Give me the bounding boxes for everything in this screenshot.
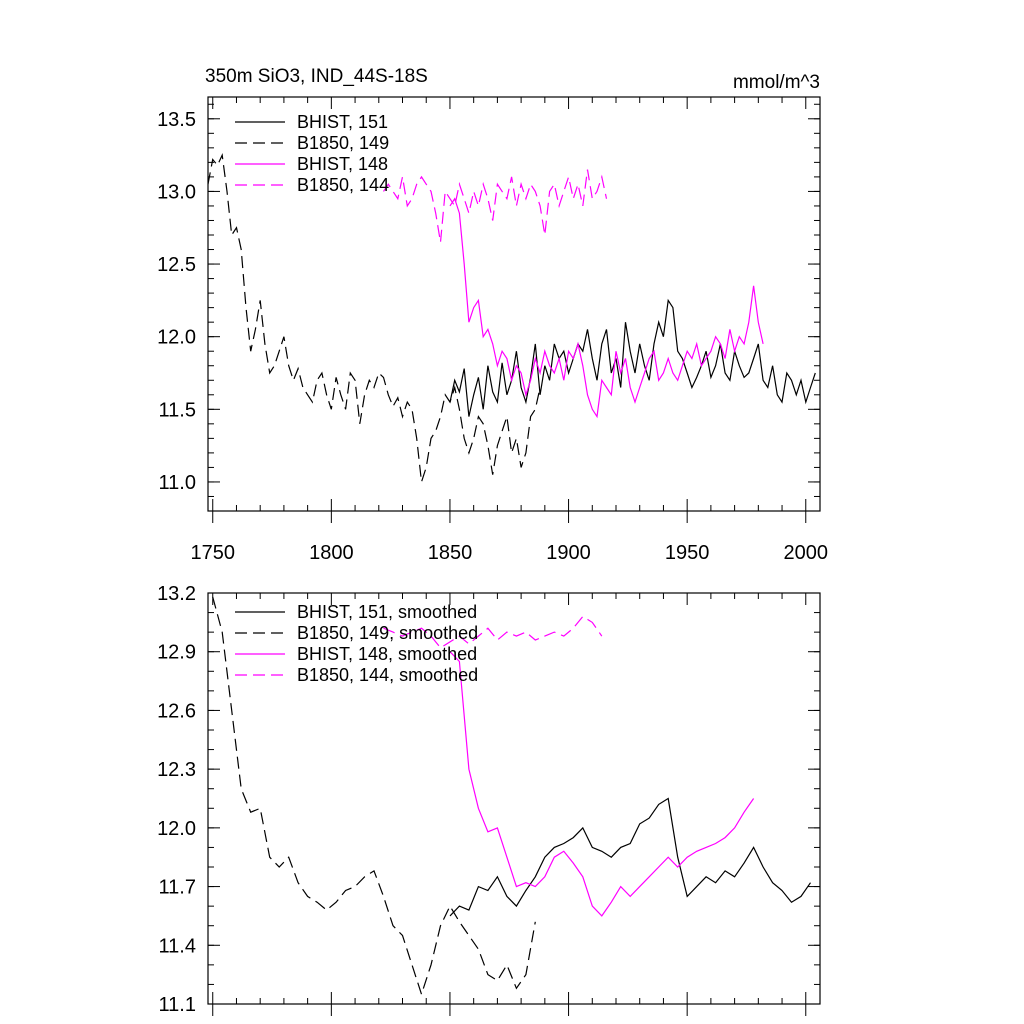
y-tick-label: 11.7 (159, 877, 196, 899)
x-tick-label: 1750 (190, 542, 235, 564)
y-tick-label: 12.9 (157, 642, 196, 664)
x-tick-label: 1800 (309, 542, 354, 564)
legend-label: BHIST, 151, smoothed (297, 602, 477, 622)
y-tick-label: 12.6 (157, 700, 196, 722)
series-line-bhist-151-smoothed (449, 797, 811, 917)
x-tick-label: 1900 (546, 542, 591, 564)
chart-units: mmol/m^3 (733, 72, 820, 93)
y-tick-label: 11.1 (159, 994, 196, 1016)
legend-label: B1850, 149 (297, 133, 389, 153)
x-tick-label: 2000 (784, 542, 829, 564)
bottom-panel-frame (207, 592, 821, 1005)
y-tick-label: 13.5 (157, 109, 196, 131)
chart-title: 350m SiO3, IND_44S-18S (205, 66, 428, 87)
y-tick-label: 13.0 (157, 181, 196, 203)
y-tick-label: 12.3 (157, 759, 196, 781)
legend-label: B1850, 144, smoothed (297, 665, 478, 685)
y-tick-label: 12.0 (157, 327, 196, 349)
top-panel-frame (207, 96, 821, 512)
y-tick-label: 13.2 (157, 583, 196, 605)
bottom-plot: 11.1 11.4 11.7 12.0 12.3 12.6 12.9 13.2 BHIST, 1… (157, 583, 820, 1016)
series-line-b1850-144 (383, 169, 608, 243)
series-line-bhist-151 (449, 298, 816, 417)
y-tick-label: 11.0 (159, 472, 196, 494)
x-tick-label: 1950 (665, 542, 710, 564)
y-tick-label: 12.0 (157, 818, 196, 840)
legend-label: B1850, 144 (297, 175, 389, 195)
series-line-bhist-148 (449, 197, 764, 419)
top-plot: 1750 1800 1850 1900 1950 2000 11.0 11.5 12.0 12.5… (157, 97, 828, 564)
x-tick-label: 1850 (428, 542, 473, 564)
series-line-b1850-149-smoothed (212, 596, 536, 997)
series-line-b1850-149 (207, 152, 541, 483)
series-line-b1850-144-smoothed (383, 615, 603, 649)
series-line-bhist-148-smoothed (449, 651, 755, 917)
y-tick-label: 12.5 (157, 254, 196, 276)
legend-label: BHIST, 151 (297, 112, 388, 132)
legend-label: BHIST, 148 (297, 154, 388, 174)
y-tick-label: 11.4 (159, 935, 196, 957)
y-tick-label: 11.5 (159, 399, 196, 421)
legend-label: BHIST, 148, smoothed (297, 644, 477, 664)
legend-label: B1850, 149, smoothed (297, 623, 478, 643)
